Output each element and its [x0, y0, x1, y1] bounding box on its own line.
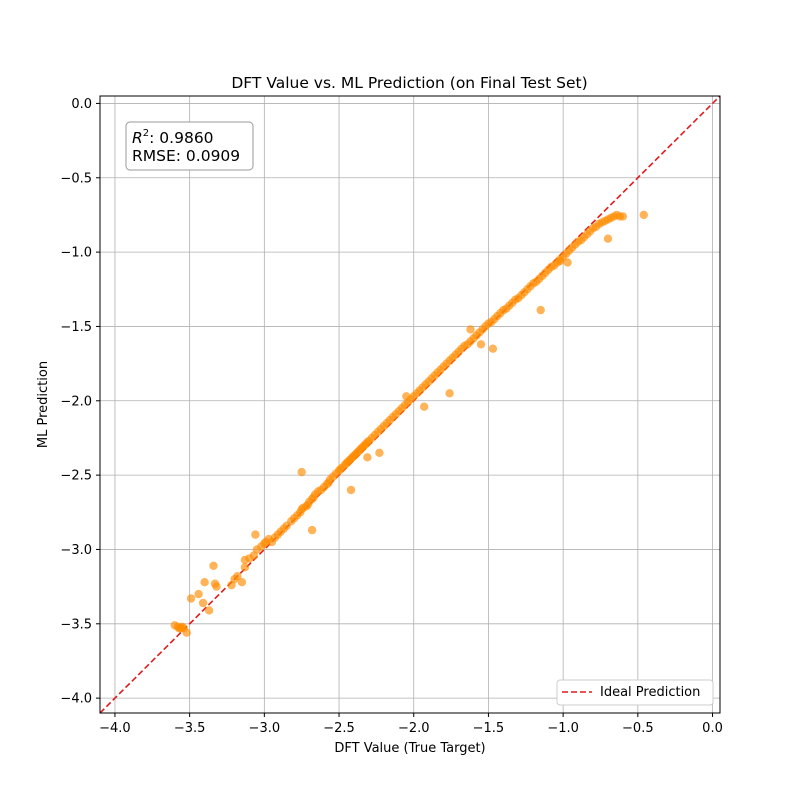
y-axis-label: ML Prediction [36, 361, 51, 448]
data-point [488, 344, 498, 353]
data-point [233, 572, 242, 581]
x-axis-label: DFT Value (True Target) [334, 741, 485, 756]
data-point [240, 563, 250, 572]
y-tick-label: −1.5 [60, 320, 92, 335]
x-tick-label: −0.5 [622, 721, 654, 736]
data-point [209, 561, 218, 570]
data-point [346, 485, 356, 495]
x-tick-label: −1.5 [473, 721, 505, 736]
r2-symbol: R [132, 129, 143, 147]
stats-box-frame [125, 121, 254, 171]
data-point [375, 448, 384, 457]
data-point [639, 210, 648, 220]
r2-superscript: 2 [143, 128, 149, 139]
data-point [618, 212, 628, 221]
y-tick-label: −3.0 [60, 543, 92, 558]
x-tick-label: −3.5 [174, 721, 206, 736]
y-tick-label: −4.0 [60, 692, 92, 707]
x-axis-ticks: −4.0 −3.5 −3.0 −2.5 −2.0 −1.5 −1.0 −0.5 0.0 [99, 713, 723, 736]
y-tick-label: −2.5 [60, 469, 92, 484]
x-tick-label: −2.5 [323, 721, 355, 736]
chart-title: DFT Value vs. ML Prediction (on Final Te… [231, 74, 587, 92]
plot-frame [99, 95, 721, 714]
x-tick-label: −4.0 [99, 721, 131, 736]
data-point [237, 578, 247, 587]
data-point [476, 340, 486, 349]
data-point [363, 453, 372, 462]
y-tick-label: −2.0 [60, 394, 92, 409]
y-axis-ticks: −4.0 −3.5 −3.0 −2.5 −2.0 −1.5 −1.0 −0.5 0.0 [60, 97, 100, 707]
legend: Ideal Prediction [556, 679, 714, 706]
data-point [198, 598, 208, 608]
y-tick-label: −0.5 [60, 171, 92, 186]
data-point [466, 325, 475, 334]
legend-label-ideal-prediction: Ideal Prediction [600, 685, 700, 700]
data-point [251, 530, 260, 539]
r2-value: : 0.9860 [149, 129, 213, 147]
data-point [603, 234, 613, 243]
legend-frame [556, 679, 714, 706]
y-tick-label: −1.0 [60, 246, 92, 261]
data-point [445, 389, 454, 398]
data-point [200, 578, 209, 587]
data-point [563, 258, 572, 267]
x-tick-label: −2.0 [398, 721, 430, 736]
rmse-stat: RMSE: 0.0909 [132, 147, 240, 165]
data-point [555, 256, 565, 266]
x-tick-label: 0.0 [702, 721, 723, 736]
y-tick-label: −3.5 [60, 617, 92, 632]
data-point [420, 402, 429, 411]
r2-stat: R2: 0.9860 [132, 128, 214, 147]
x-tick-label: −1.0 [547, 721, 579, 736]
data-point [402, 392, 411, 401]
data-point [212, 582, 221, 591]
stats-box: R2: 0.9860 RMSE: 0.0909 [125, 121, 254, 171]
x-tick-label: −3.0 [249, 721, 281, 736]
data-point [204, 606, 214, 615]
data-point [186, 594, 196, 603]
data-point [297, 467, 306, 477]
data-points [170, 210, 648, 637]
data-point [307, 525, 317, 535]
y-tick-label: 0.0 [71, 97, 92, 112]
data-point [194, 589, 203, 599]
data-point [182, 628, 191, 637]
data-point [536, 305, 545, 315]
